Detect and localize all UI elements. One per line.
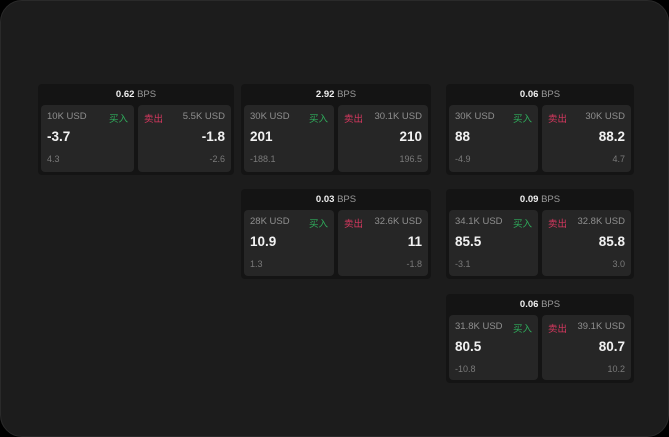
- sell-label: 卖出: [548, 114, 568, 125]
- spread-value: 0.62: [115, 89, 135, 100]
- bid-change: -3.1: [455, 259, 471, 269]
- bid-change: -4.9: [455, 154, 471, 164]
- ask-change: 3.0: [612, 259, 625, 269]
- buy-cell[interactable]: 30K USD 买入 201 -188.1: [244, 105, 334, 172]
- ask-price: 210: [399, 129, 422, 144]
- ask-size: 30.1K USD: [374, 111, 422, 122]
- ask-size: 5.5K USD: [182, 111, 225, 122]
- bid-size: 10K USD: [47, 111, 87, 122]
- bid-price: 88: [455, 129, 471, 144]
- spread-value: 0.06: [519, 299, 539, 310]
- ask-size: 39.1K USD: [577, 321, 625, 332]
- ask-change: 196.5: [399, 154, 422, 164]
- ask-price: 88.2: [598, 129, 625, 144]
- buy-label: 买入: [512, 324, 532, 335]
- buy-cell[interactable]: 30K USD 买入 88 -4.9: [449, 105, 538, 172]
- quote-card: 0.62 BPS 10K USD 买入 -3.7 4.3 卖出 5.5K USD…: [38, 84, 234, 175]
- ask-size: 30K USD: [585, 111, 625, 122]
- ask-change: 4.7: [612, 154, 625, 164]
- spread-unit: BPS: [137, 89, 157, 100]
- sell-label: 卖出: [144, 114, 164, 125]
- sell-label: 卖出: [548, 324, 568, 335]
- spread-value: 0.09: [519, 194, 539, 205]
- buy-label: 买入: [512, 219, 532, 230]
- sell-label: 卖出: [344, 219, 364, 230]
- spread-header: 0.62 BPS: [38, 84, 234, 105]
- bid-price: 80.5: [455, 339, 482, 354]
- buy-label: 买入: [308, 219, 328, 230]
- sell-label: 卖出: [344, 114, 364, 125]
- ask-change: -1.8: [406, 259, 422, 269]
- ask-price: -1.8: [201, 129, 225, 144]
- ask-price: 11: [407, 234, 422, 249]
- ask-price: 80.7: [598, 339, 625, 354]
- sell-cell[interactable]: 卖出 30K USD 88.2 4.7: [542, 105, 631, 172]
- buy-cell[interactable]: 31.8K USD 买入 80.5 -10.8: [449, 315, 538, 380]
- quote-card: 0.06 BPS 31.8K USD 买入 80.5 -10.8 卖出 39.1…: [446, 294, 634, 383]
- bid-change: -188.1: [250, 154, 276, 164]
- spread-value: 0.03: [315, 194, 335, 205]
- quote-card: 0.09 BPS 34.1K USD 买入 85.5 -3.1 卖出 32.8K…: [446, 189, 634, 279]
- ask-size: 32.6K USD: [374, 216, 422, 227]
- bid-size: 30K USD: [455, 111, 495, 122]
- spread-header: 2.92 BPS: [241, 84, 431, 105]
- bid-price: 10.9: [250, 234, 277, 249]
- quote-card: 0.03 BPS 28K USD 买入 10.9 1.3 卖出 32.6K US…: [241, 189, 431, 279]
- sell-cell[interactable]: 卖出 39.1K USD 80.7 10.2: [542, 315, 631, 380]
- quote-card: 2.92 BPS 30K USD 买入 201 -188.1 卖出 30.1K …: [241, 84, 431, 175]
- bid-change: 4.3: [47, 154, 60, 164]
- spread-header: 0.03 BPS: [241, 189, 431, 210]
- spread-unit: BPS: [541, 89, 561, 100]
- bid-price: 85.5: [455, 234, 482, 249]
- sell-cell[interactable]: 卖出 30.1K USD 210 196.5: [338, 105, 428, 172]
- sell-cell[interactable]: 卖出 32.8K USD 85.8 3.0: [542, 210, 631, 276]
- bid-size: 28K USD: [250, 216, 290, 227]
- buy-cell[interactable]: 10K USD 买入 -3.7 4.3: [41, 105, 134, 172]
- buy-label: 买入: [108, 114, 128, 125]
- bid-change: -10.8: [455, 364, 476, 374]
- ask-change: 10.2: [607, 364, 625, 374]
- spread-unit: BPS: [337, 89, 357, 100]
- bid-price: 201: [250, 129, 273, 144]
- quote-card: 0.06 BPS 30K USD 买入 88 -4.9 卖出 30K USD 8…: [446, 84, 634, 175]
- buy-label: 买入: [308, 114, 328, 125]
- bid-size: 31.8K USD: [455, 321, 503, 332]
- sell-label: 卖出: [548, 219, 568, 230]
- spread-unit: BPS: [337, 194, 357, 205]
- sell-cell[interactable]: 卖出 32.6K USD 11 -1.8: [338, 210, 428, 276]
- ask-size: 32.8K USD: [577, 216, 625, 227]
- sell-cell[interactable]: 卖出 5.5K USD -1.8 -2.6: [138, 105, 231, 172]
- buy-label: 买入: [512, 114, 532, 125]
- spread-header: 0.06 BPS: [446, 294, 634, 315]
- buy-cell[interactable]: 28K USD 买入 10.9 1.3: [244, 210, 334, 276]
- spread-value: 2.92: [315, 89, 335, 100]
- bid-size: 30K USD: [250, 111, 290, 122]
- ask-price: 85.8: [598, 234, 625, 249]
- spread-header: 0.06 BPS: [446, 84, 634, 105]
- spread-unit: BPS: [541, 299, 561, 310]
- bid-change: 1.3: [250, 259, 263, 269]
- spread-unit: BPS: [541, 194, 561, 205]
- ask-change: -2.6: [209, 154, 225, 164]
- bid-size: 34.1K USD: [455, 216, 503, 227]
- buy-cell[interactable]: 34.1K USD 买入 85.5 -3.1: [449, 210, 538, 276]
- spread-value: 0.06: [519, 89, 539, 100]
- spread-header: 0.09 BPS: [446, 189, 634, 210]
- bid-price: -3.7: [47, 129, 71, 144]
